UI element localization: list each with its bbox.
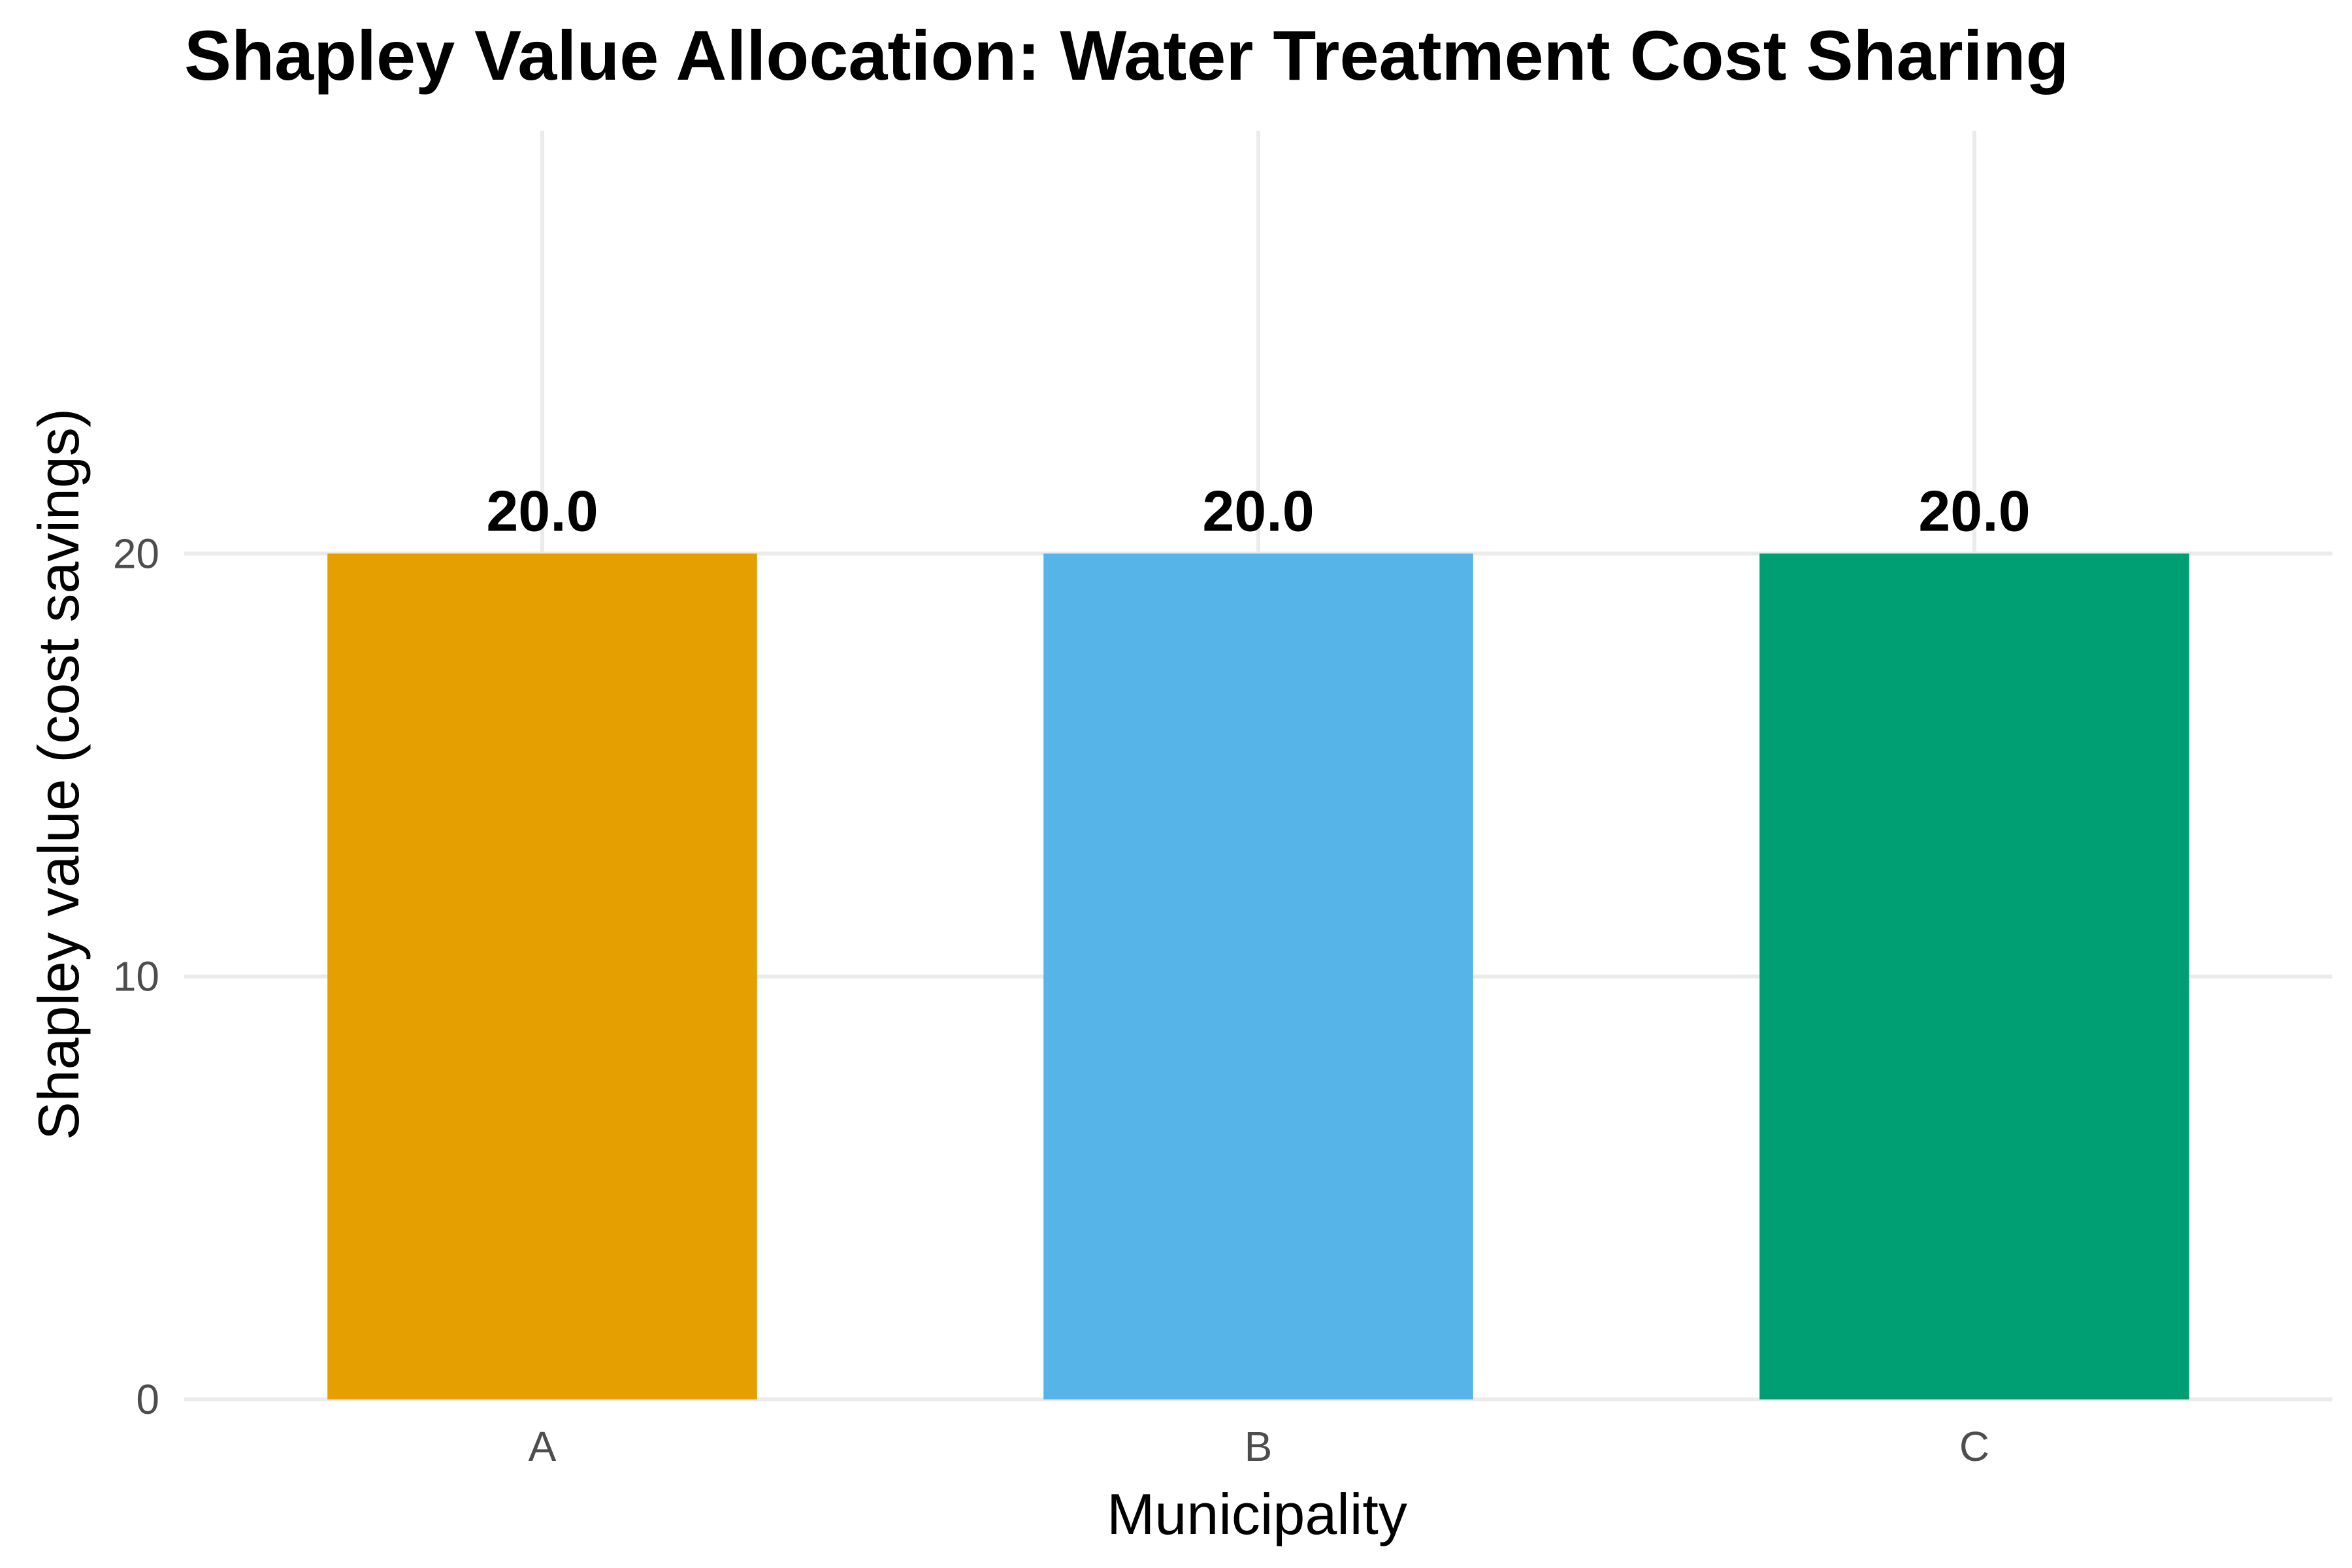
- y-tick-label: 10: [113, 953, 159, 1000]
- data-label-A: 20.0: [486, 478, 598, 543]
- x-axis-title: Municipality: [1107, 1482, 1407, 1546]
- tick-label-layer: 0 10 20 A B C: [113, 530, 1989, 1470]
- chart-title: Shapley Value Allocation: Water Treatmen…: [184, 16, 2069, 95]
- bar-layer: [327, 553, 2189, 1400]
- x-tick-label-A: A: [529, 1423, 557, 1470]
- x-tick-label-C: C: [1959, 1423, 1989, 1470]
- bar-C: [1759, 553, 2189, 1400]
- data-label-C: 20.0: [1918, 478, 2030, 543]
- y-tick-label: 20: [113, 530, 159, 577]
- x-tick-label-B: B: [1245, 1423, 1273, 1470]
- y-axis-title: Shapley value (cost savings): [26, 408, 91, 1140]
- bar-B: [1043, 553, 1473, 1400]
- data-label-B: 20.0: [1202, 478, 1314, 543]
- y-tick-label: 0: [136, 1376, 159, 1423]
- bar-A: [327, 553, 757, 1400]
- data-label-layer: 20.0 20.0 20.0: [486, 478, 2030, 543]
